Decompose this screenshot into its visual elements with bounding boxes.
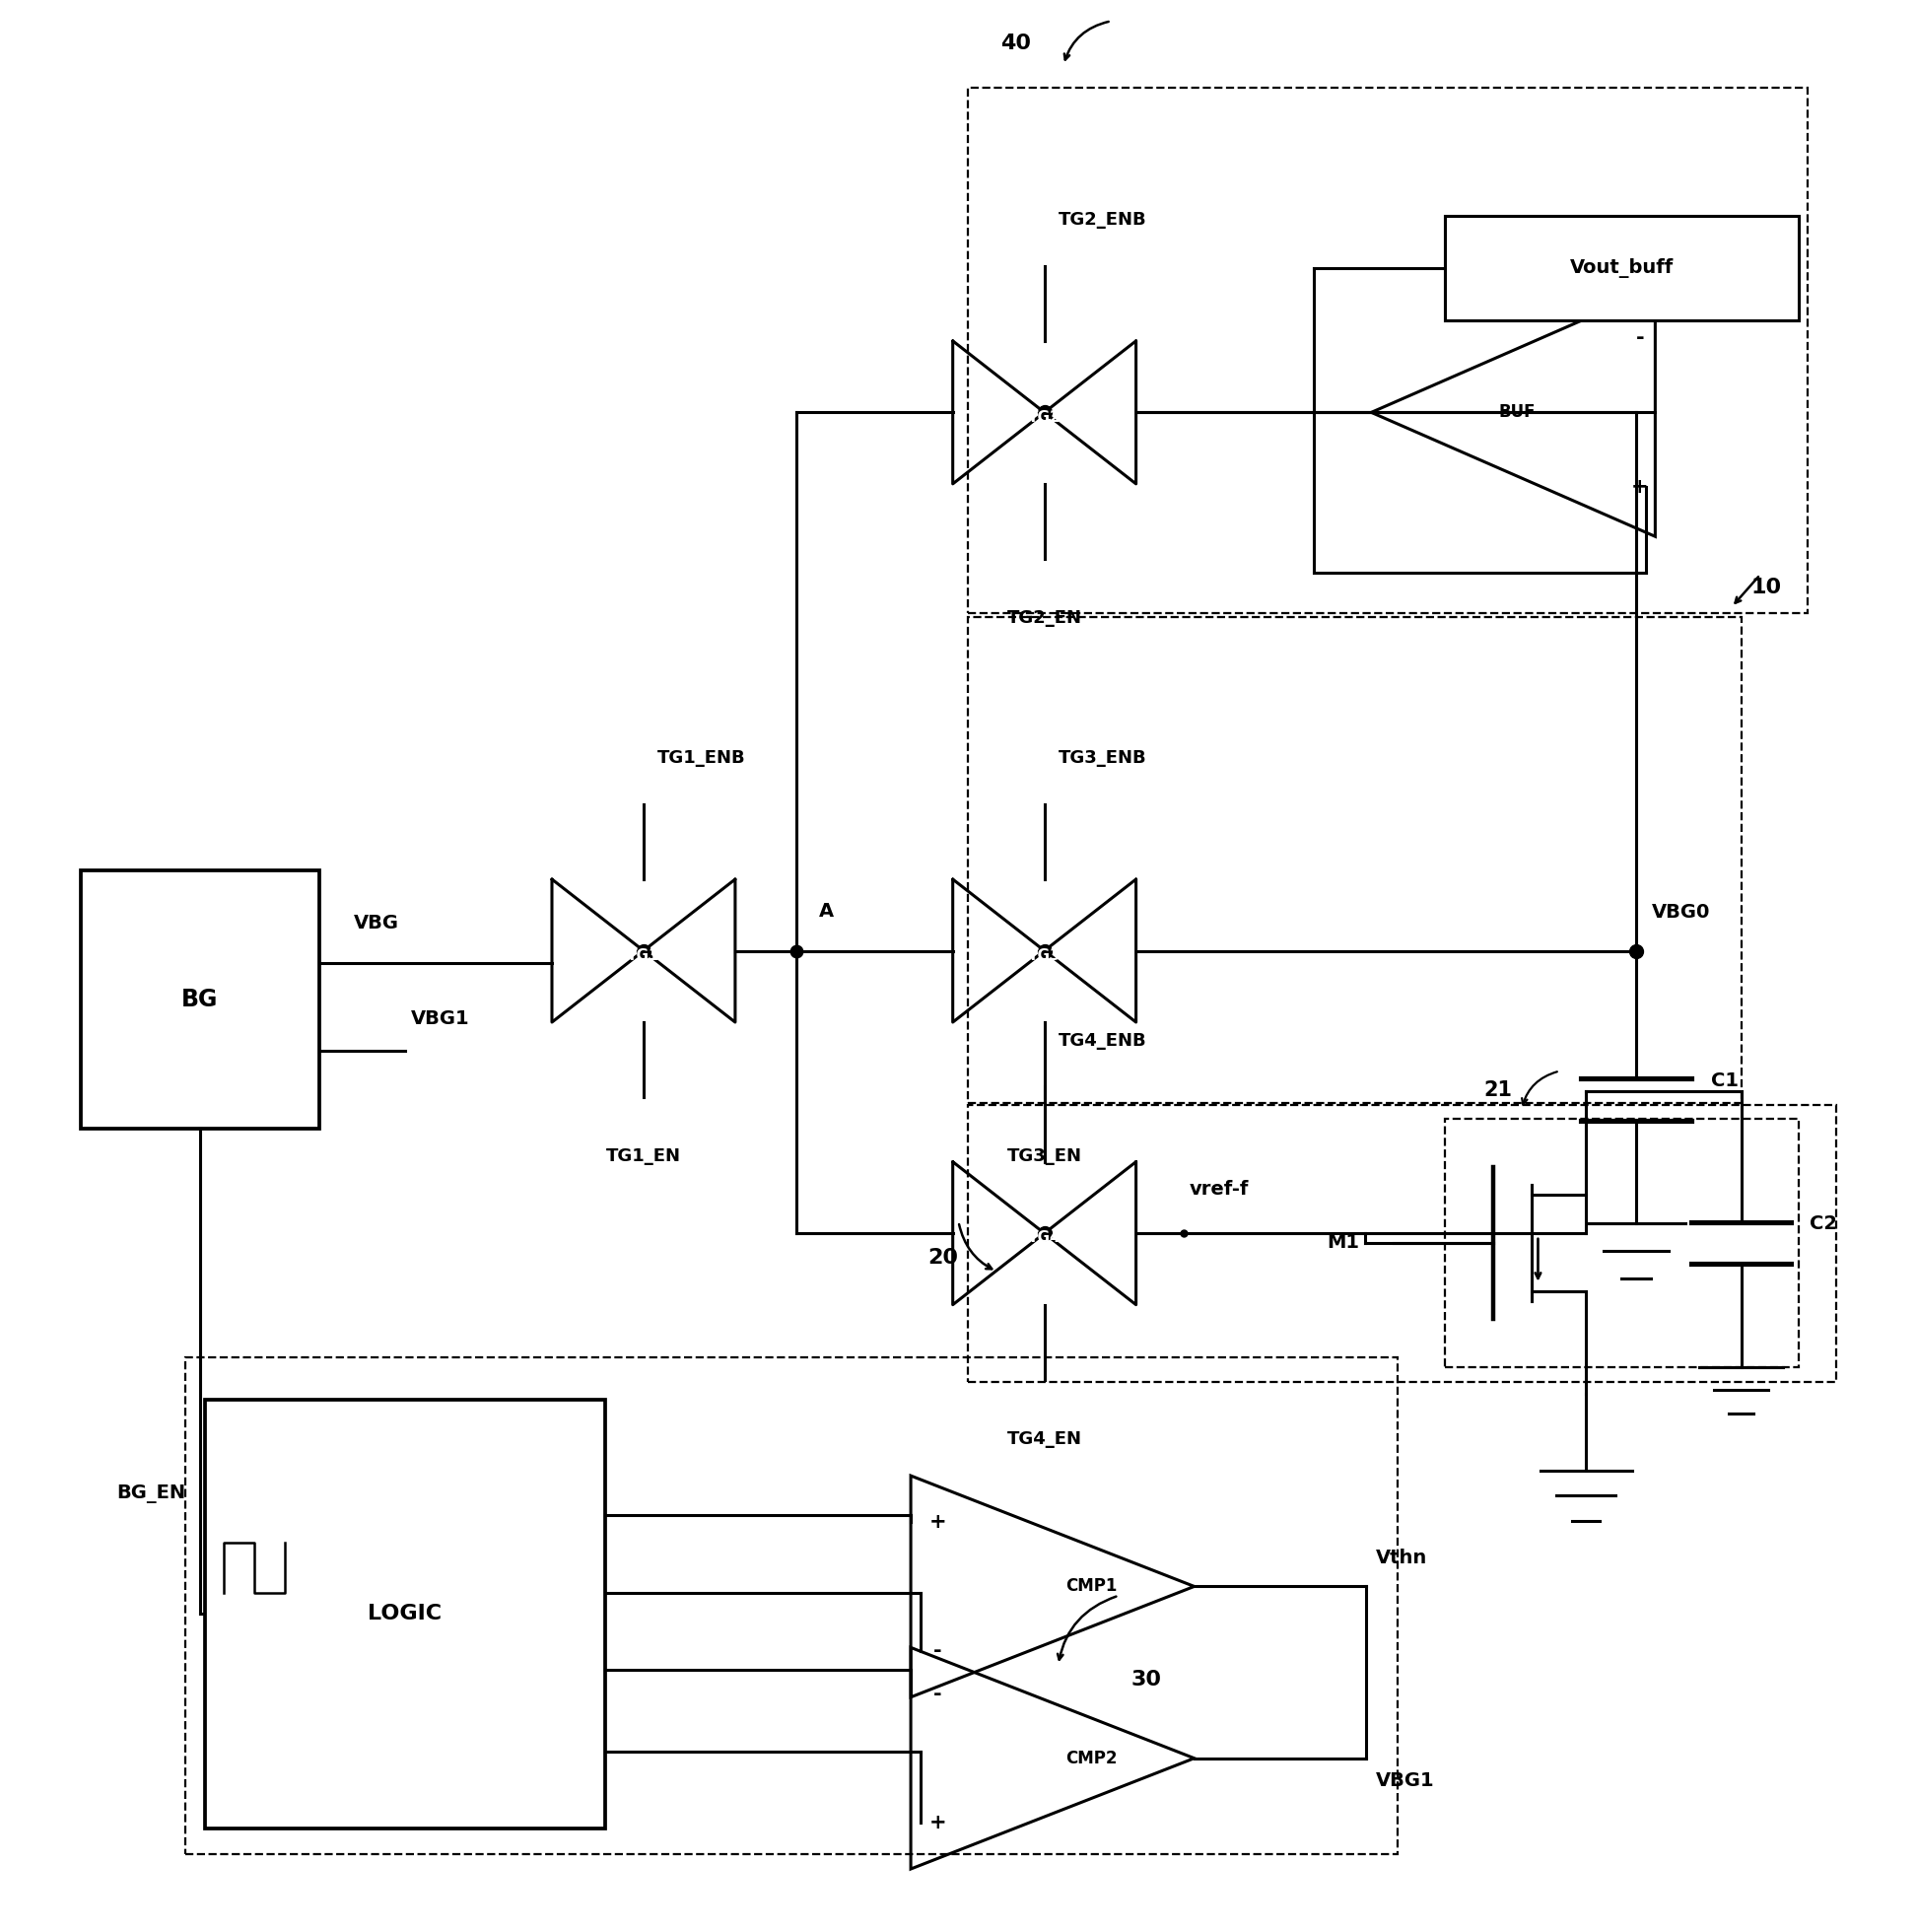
- Text: TG3_ENB: TG3_ENB: [1058, 750, 1146, 767]
- Text: TG3_EN: TG3_EN: [1006, 1148, 1081, 1165]
- Text: TG4_ENB: TG4_ENB: [1058, 1032, 1146, 1049]
- Text: CMP2: CMP2: [1066, 1748, 1118, 1768]
- FancyBboxPatch shape: [205, 1399, 606, 1830]
- Text: -: -: [934, 1685, 941, 1704]
- Text: M1: M1: [1327, 1233, 1359, 1252]
- Text: Vout_buff: Vout_buff: [1570, 259, 1674, 278]
- Text: LOGIC: LOGIC: [368, 1604, 443, 1625]
- Text: VBG0: VBG0: [1651, 904, 1710, 922]
- Text: C1: C1: [1710, 1070, 1739, 1090]
- Text: TG4: TG4: [1028, 1231, 1060, 1246]
- Text: VBG: VBG: [353, 914, 399, 933]
- Text: 21: 21: [1484, 1080, 1513, 1099]
- Text: +: +: [930, 1513, 947, 1532]
- Text: TG2_EN: TG2_EN: [1006, 609, 1081, 628]
- Text: -: -: [1635, 328, 1645, 348]
- Text: BUF: BUF: [1499, 404, 1536, 421]
- Text: A: A: [819, 902, 834, 920]
- FancyBboxPatch shape: [81, 871, 318, 1128]
- Text: TG2: TG2: [1028, 410, 1060, 425]
- Text: VBG1: VBG1: [1376, 1772, 1434, 1791]
- Text: 30: 30: [1131, 1669, 1162, 1690]
- Text: TG1_EN: TG1_EN: [606, 1148, 681, 1165]
- Text: C2: C2: [1810, 1215, 1836, 1233]
- Text: TG2_ENB: TG2_ENB: [1058, 211, 1146, 228]
- Text: -: -: [934, 1640, 941, 1660]
- Text: BG_EN: BG_EN: [117, 1484, 186, 1503]
- Text: +: +: [930, 1812, 947, 1832]
- Text: VBG1: VBG1: [410, 1009, 470, 1028]
- Text: TG4_EN: TG4_EN: [1006, 1430, 1081, 1447]
- Text: 10: 10: [1750, 578, 1781, 597]
- Text: 40: 40: [1001, 33, 1031, 54]
- FancyBboxPatch shape: [1445, 216, 1798, 321]
- Text: Vout_buff: Vout_buff: [1570, 259, 1674, 278]
- Text: TG3: TG3: [1028, 949, 1060, 962]
- Text: BG: BG: [182, 987, 219, 1010]
- Text: vref-f: vref-f: [1189, 1180, 1250, 1200]
- FancyBboxPatch shape: [1445, 216, 1798, 321]
- Text: CMP1: CMP1: [1066, 1578, 1118, 1596]
- Text: Vthn: Vthn: [1376, 1549, 1426, 1567]
- Text: TG1_ENB: TG1_ENB: [658, 750, 746, 767]
- Text: TG1: TG1: [627, 949, 659, 962]
- Text: +: +: [1631, 477, 1649, 497]
- Text: 20: 20: [928, 1248, 958, 1267]
